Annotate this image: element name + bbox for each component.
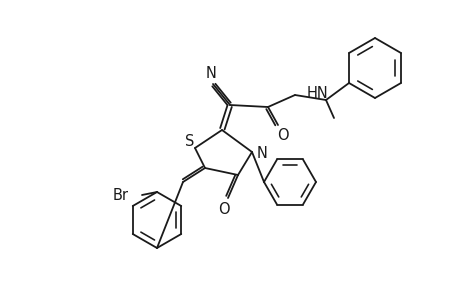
Text: O: O [218, 202, 230, 217]
Text: N: N [256, 146, 267, 160]
Text: Br: Br [113, 188, 129, 202]
Text: O: O [277, 128, 288, 142]
Text: S: S [185, 134, 194, 149]
Text: HN: HN [306, 85, 328, 100]
Text: N: N [205, 65, 216, 80]
